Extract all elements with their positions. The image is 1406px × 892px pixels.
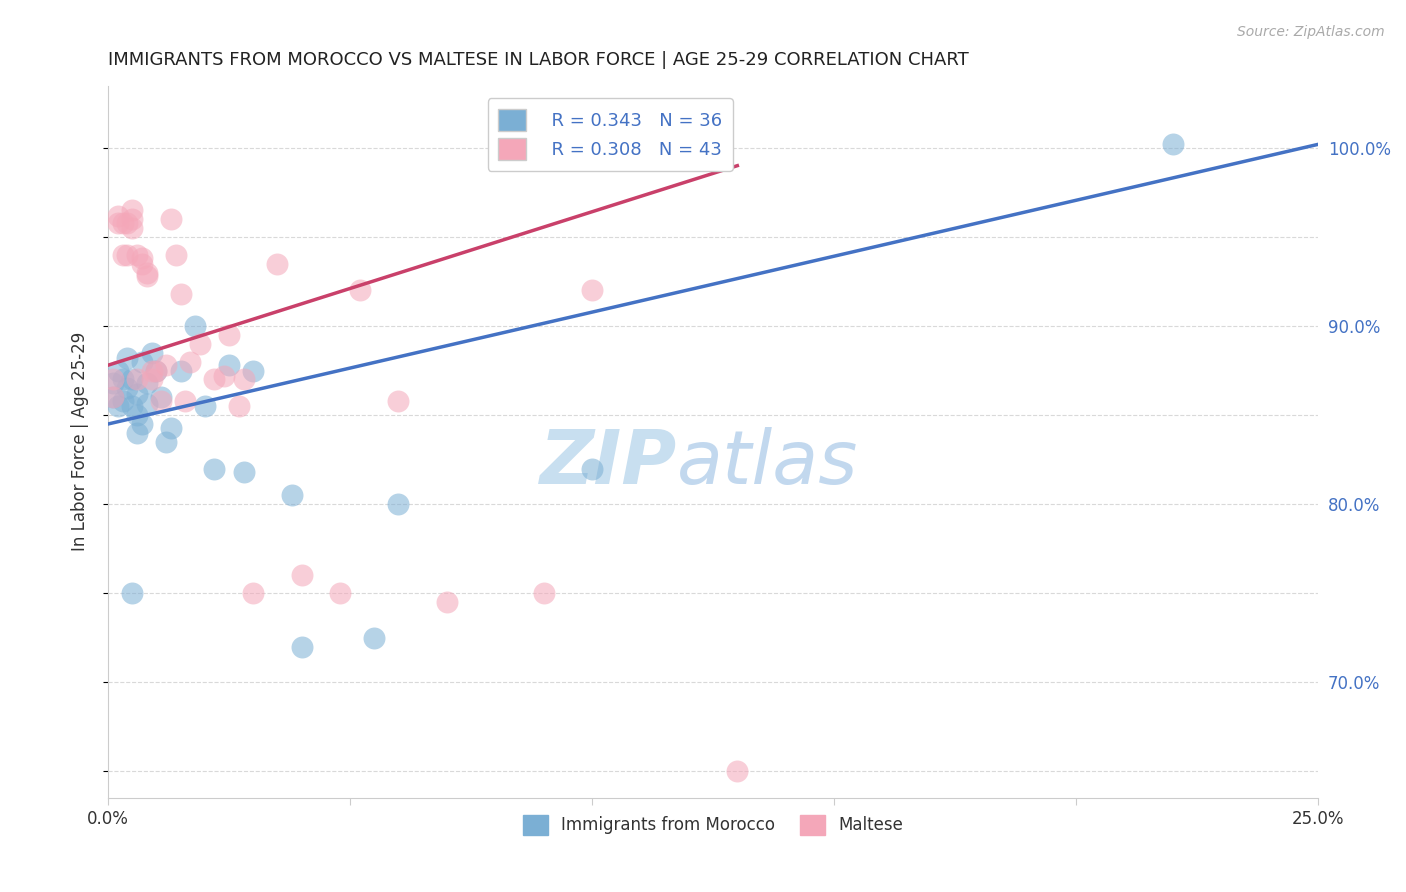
Point <box>131 354 153 368</box>
Point <box>155 358 177 372</box>
Legend: Immigrants from Morocco, Maltese: Immigrants from Morocco, Maltese <box>515 806 911 843</box>
Point <box>107 216 129 230</box>
Point <box>160 420 183 434</box>
Point <box>121 372 143 386</box>
Point <box>117 381 139 395</box>
Point <box>725 764 748 779</box>
Point <box>165 248 187 262</box>
Point <box>184 318 207 333</box>
Point <box>533 586 555 600</box>
Point <box>387 497 409 511</box>
Point <box>107 363 129 377</box>
Point <box>291 640 314 654</box>
Point <box>155 434 177 449</box>
Point <box>160 212 183 227</box>
Point <box>131 252 153 266</box>
Point <box>125 425 148 440</box>
Text: Source: ZipAtlas.com: Source: ZipAtlas.com <box>1237 25 1385 39</box>
Point <box>117 351 139 365</box>
Text: atlas: atlas <box>676 427 858 500</box>
Point <box>121 399 143 413</box>
Point <box>117 216 139 230</box>
Point <box>145 363 167 377</box>
Point <box>242 363 264 377</box>
Point <box>117 248 139 262</box>
Point <box>281 488 304 502</box>
Point <box>111 372 134 386</box>
Point <box>111 393 134 408</box>
Point <box>1161 137 1184 152</box>
Point <box>436 595 458 609</box>
Point <box>169 363 191 377</box>
Point <box>188 336 211 351</box>
Point <box>111 216 134 230</box>
Point <box>204 372 226 386</box>
Point <box>135 266 157 280</box>
Point <box>204 461 226 475</box>
Point <box>150 393 173 408</box>
Point <box>125 372 148 386</box>
Point <box>101 390 124 404</box>
Point <box>232 465 254 479</box>
Point <box>121 586 143 600</box>
Point <box>363 631 385 645</box>
Text: ZIP: ZIP <box>540 426 676 500</box>
Point <box>107 399 129 413</box>
Point <box>387 393 409 408</box>
Point <box>125 408 148 422</box>
Point <box>581 461 603 475</box>
Point <box>329 586 352 600</box>
Point <box>218 327 240 342</box>
Point <box>131 417 153 431</box>
Point <box>194 399 217 413</box>
Point <box>101 372 124 386</box>
Point <box>174 393 197 408</box>
Point <box>135 397 157 411</box>
Point <box>131 257 153 271</box>
Point <box>218 358 240 372</box>
Point <box>141 345 163 359</box>
Point <box>266 257 288 271</box>
Point <box>101 390 124 404</box>
Point <box>121 221 143 235</box>
Point <box>135 269 157 284</box>
Point <box>150 390 173 404</box>
Point <box>125 248 148 262</box>
Point <box>212 368 235 383</box>
Point <box>107 209 129 223</box>
Point <box>145 363 167 377</box>
Point <box>121 203 143 218</box>
Point <box>141 363 163 377</box>
Y-axis label: In Labor Force | Age 25-29: In Labor Force | Age 25-29 <box>72 332 89 551</box>
Text: IMMIGRANTS FROM MOROCCO VS MALTESE IN LABOR FORCE | AGE 25-29 CORRELATION CHART: IMMIGRANTS FROM MOROCCO VS MALTESE IN LA… <box>108 51 969 69</box>
Point <box>242 586 264 600</box>
Point <box>349 284 371 298</box>
Point <box>101 376 124 390</box>
Point <box>291 568 314 582</box>
Point <box>169 287 191 301</box>
Point <box>141 372 163 386</box>
Point <box>232 372 254 386</box>
Point <box>228 399 250 413</box>
Point <box>121 212 143 227</box>
Point <box>581 284 603 298</box>
Point <box>125 386 148 401</box>
Point <box>179 354 201 368</box>
Point <box>111 248 134 262</box>
Point <box>135 376 157 390</box>
